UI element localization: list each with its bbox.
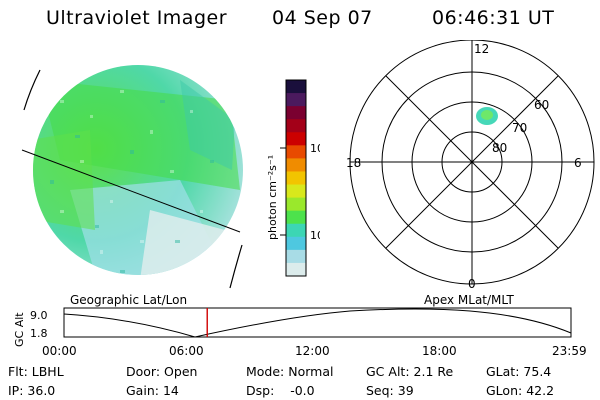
- timeline-frame: [63, 307, 572, 338]
- dsp-field: Dsp: -0.0: [246, 383, 315, 398]
- colorbar-swatch: [286, 158, 306, 172]
- timeline-xtick-0: 00:00: [42, 344, 77, 358]
- timeline-ytick-1: 1.8: [30, 327, 48, 340]
- colorbar-swatch: [286, 132, 306, 146]
- polar-label-18: 18: [346, 156, 361, 170]
- colorbar-frame: [285, 79, 307, 277]
- ip-field: IP: 36.0: [8, 383, 55, 398]
- colorbar-swatch: [286, 236, 306, 251]
- colorbar-swatch: [286, 93, 306, 107]
- timeline-xtick-4: 23:59: [552, 344, 587, 358]
- dsp-label: Dsp:: [246, 383, 275, 398]
- colorbar-label-10: 10: [310, 229, 320, 242]
- mode-value: Normal: [288, 364, 334, 379]
- glat-field: GLat: 75.4: [486, 364, 551, 379]
- polar-label-12: 12: [474, 42, 489, 56]
- polar-diagonal-2: [385, 75, 559, 249]
- timeline-xtick-1: 06:00: [169, 344, 204, 358]
- timeline-right-label: Apex MLat/MLT: [424, 293, 514, 307]
- colorbar-swatch: [286, 145, 306, 159]
- colorbar-swatch: [286, 119, 306, 133]
- timeline-xtick-2: 12:00: [295, 344, 330, 358]
- colorbar-swatch: [286, 223, 306, 238]
- filter-field: Flt: LBHL: [8, 364, 64, 379]
- glon-field: GLon: 42.2: [486, 383, 554, 398]
- seq-field: Seq: 39: [366, 383, 414, 398]
- polar-label-80: 80: [492, 141, 507, 155]
- door-value: Open: [164, 364, 198, 379]
- timeline-xtick-3: 18:00: [422, 344, 457, 358]
- polar-label-0: 0: [468, 277, 476, 291]
- limb-arc-left: [23, 69, 41, 111]
- colorbar-swatch: [286, 249, 306, 264]
- colorbar-swatch: [286, 262, 306, 277]
- polar-aurora-spot: [476, 107, 498, 125]
- mode-field: Mode: Normal: [246, 364, 334, 379]
- seq-value: 39: [397, 383, 414, 398]
- colorbar: 100 10 photon cm⁻²s⁻¹: [266, 79, 320, 277]
- colorbar-swatches: [286, 80, 306, 277]
- glon-value: 42.2: [526, 383, 555, 398]
- gain-value: 14: [162, 383, 179, 398]
- filter-label: Flt:: [8, 364, 28, 379]
- colorbar-swatch: [286, 210, 306, 225]
- timeline-left-label: Geographic Lat/Lon: [70, 293, 188, 307]
- dsp-value: -0.0: [290, 383, 315, 398]
- gain-label: Gain:: [126, 383, 159, 398]
- colorbar-swatch: [286, 171, 306, 186]
- instrument-title: Ultraviolet Imager: [46, 7, 228, 29]
- filter-value: LBHL: [31, 364, 64, 379]
- altitude-curve: [63, 308, 572, 338]
- glat-value: 75.4: [523, 364, 552, 379]
- door-field: Door: Open: [126, 364, 197, 379]
- colorbar-label-100: 100: [310, 142, 320, 155]
- timeline-ytick-9: 9.0: [30, 309, 48, 322]
- gcalt-label: GC Alt:: [366, 364, 410, 379]
- seq-label: Seq:: [366, 383, 394, 398]
- gain-field: Gain: 14: [126, 383, 179, 398]
- ip-value: 36.0: [27, 383, 56, 398]
- polar-label-70: 70: [512, 121, 527, 135]
- colorbar-swatch: [286, 184, 306, 199]
- glon-label: GLon:: [486, 383, 523, 398]
- colorbar-swatch: [286, 197, 306, 212]
- colorbar-unit-label: photon cm⁻²s⁻¹: [266, 155, 279, 240]
- gcalt-value: 2.1 Re: [413, 364, 454, 379]
- colorbar-swatch: [286, 80, 306, 94]
- ip-label: IP:: [8, 383, 24, 398]
- gcalt-field: GC Alt: 2.1 Re: [366, 364, 453, 379]
- colorbar-swatch: [286, 106, 306, 120]
- earth-image: [21, 65, 243, 289]
- polar-label-60: 60: [534, 98, 549, 112]
- polar-label-6: 6: [574, 156, 582, 170]
- emission-texture: [33, 80, 240, 275]
- timeline-plot: GC Alt 9.0 1.8 00:00 06:00 12:00 18:00 2…: [13, 307, 587, 358]
- limb-arc-right: [229, 244, 243, 289]
- polar-plot: 12 0 18 6 60 70 80: [346, 40, 595, 291]
- timeline-ylabel: GC Alt: [13, 312, 26, 347]
- date-label: 04 Sep 07: [272, 7, 373, 29]
- glat-label: GLat:: [486, 364, 520, 379]
- terminator-line: [21, 149, 241, 233]
- time-label: 06:46:31 UT: [432, 7, 555, 29]
- door-label: Door:: [126, 364, 161, 379]
- mode-label: Mode:: [246, 364, 285, 379]
